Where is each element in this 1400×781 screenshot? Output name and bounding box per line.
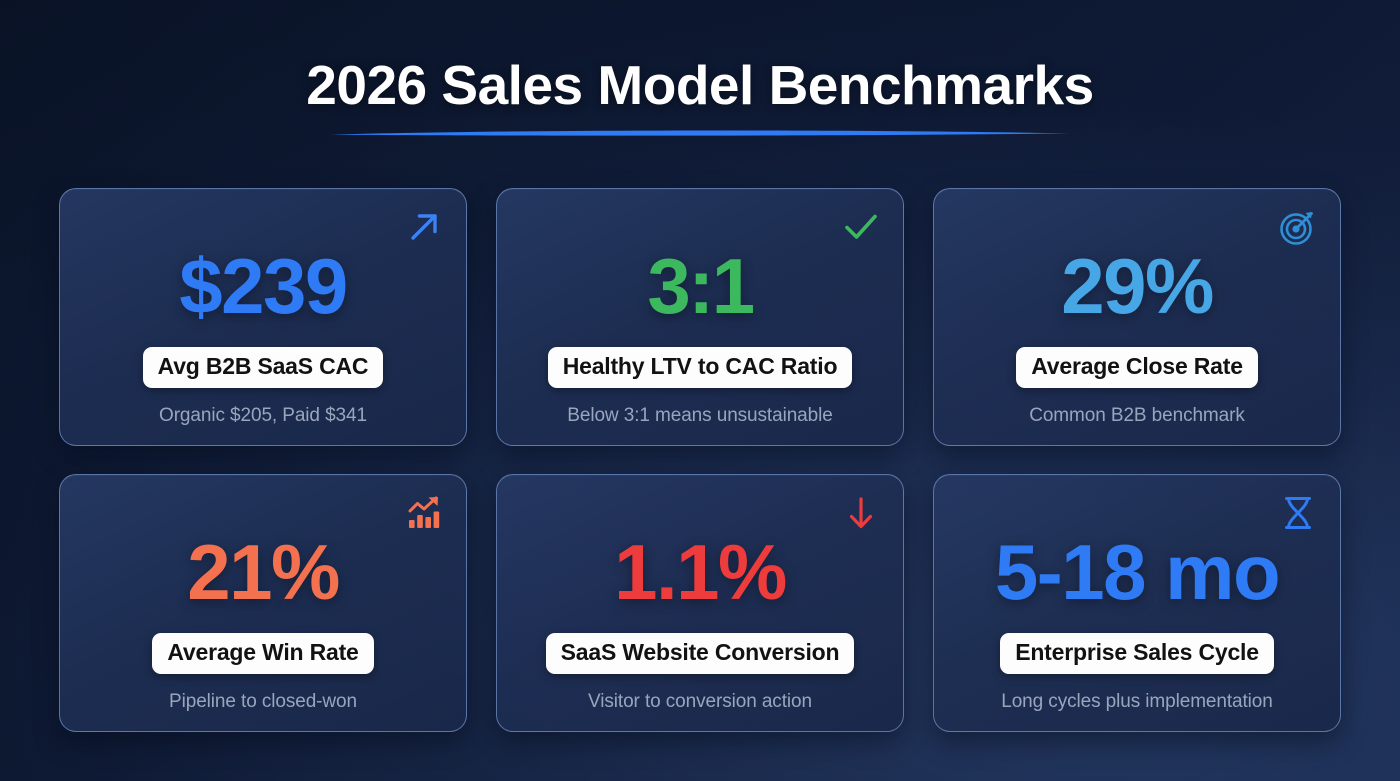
arrow-up-right-icon [402,205,446,249]
stat-subtitle: Below 3:1 means unsustainable [567,405,833,426]
stat-label-wrap: Average Close Rate [934,347,1340,388]
check-icon [839,205,883,249]
stat-subtitle: Visitor to conversion action [588,691,812,712]
stat-label: Average Win Rate [152,633,374,674]
stat-label: Healthy LTV to CAC Ratio [547,347,853,388]
stat-value: $239 [179,242,348,330]
stat-value: 21% [187,528,340,616]
stat-label: Average Close Rate [1016,347,1258,388]
title-underline [331,130,1069,136]
stat-label: Enterprise Sales Cycle [1000,633,1274,674]
stat-card-saas-website-conversion[interactable]: 1.1% SaaS Website Conversion Visitor to … [496,474,904,732]
stat-label-wrap: Enterprise Sales Cycle [934,633,1340,674]
stat-card-average-win-rate[interactable]: 21% Average Win Rate Pipeline to closed-… [59,474,467,732]
stat-subtitle: Long cycles plus implementation [1001,691,1273,712]
hourglass-icon [1276,491,1320,535]
stat-card-enterprise-sales-cycle[interactable]: 5-18 mo Enterprise Sales Cycle Long cycl… [933,474,1341,732]
stat-label-wrap: SaaS Website Conversion [497,633,903,674]
stat-label-wrap: Healthy LTV to CAC Ratio [497,347,903,388]
stat-value: 1.1% [614,528,787,616]
target-icon [1276,205,1320,249]
stat-subtitle: Common B2B benchmark [1029,405,1245,426]
stat-value: 5-18 mo [994,528,1281,616]
stat-card-healthy-ltv-to-cac-ratio[interactable]: 3:1 Healthy LTV to CAC Ratio Below 3:1 m… [496,188,904,446]
page-title: 2026 Sales Model Benchmarks [306,54,1094,116]
stats-card-grid: $239 Avg B2B SaaS CAC Organic $205, Paid… [59,188,1341,732]
stat-card-average-close-rate[interactable]: 29% Average Close Rate Common B2B benchm… [933,188,1341,446]
stat-value: 29% [1061,242,1214,330]
stat-label: SaaS Website Conversion [545,633,855,674]
stat-card-avg-b2b-saas-cac[interactable]: $239 Avg B2B SaaS CAC Organic $205, Paid… [59,188,467,446]
stat-value: 3:1 [647,242,755,330]
arrow-down-icon [839,491,883,535]
stat-label: Avg B2B SaaS CAC [142,347,384,388]
stat-label-wrap: Average Win Rate [60,633,466,674]
title-block: 2026 Sales Model Benchmarks [0,56,1400,138]
chart-increasing-icon [402,491,446,535]
stat-label-wrap: Avg B2B SaaS CAC [60,347,466,388]
stat-subtitle: Pipeline to closed-won [169,691,357,712]
stat-subtitle: Organic $205, Paid $341 [159,405,367,426]
